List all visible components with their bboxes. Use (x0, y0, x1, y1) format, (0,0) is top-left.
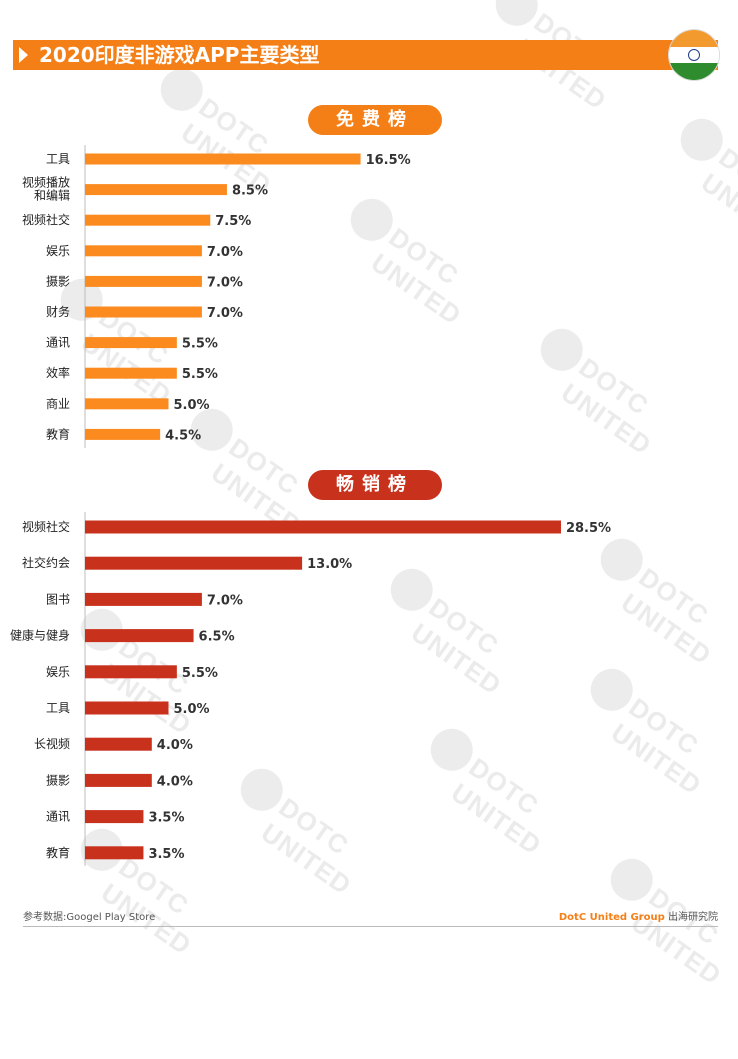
category-label: 图书 (46, 592, 70, 606)
bar-value-label: 7.0% (207, 593, 243, 608)
bar-value-label: 13.0% (307, 557, 352, 572)
page-title: 2020印度非游戏APP主要类型 (39, 43, 320, 67)
bar-charts: 16.5% 工具 8.5% 视频播放和编辑 7.5% 视频社交 7.0% 娱乐 7.0% 摄影 7.… (10, 145, 611, 866)
bar-value-label: 4.0% (157, 774, 193, 789)
brand-suffix: 出海研究院 (664, 912, 718, 923)
bar-value-label: 5.0% (174, 398, 210, 413)
bar-value-label: 7.5% (215, 214, 251, 229)
category-label-line: 和编辑 (34, 188, 70, 203)
bar-value-label: 3.5% (148, 811, 184, 826)
bar (85, 737, 152, 751)
category-label: 娱乐 (46, 244, 70, 258)
category-label: 财务 (46, 304, 70, 319)
bar-value-label: 28.5% (566, 521, 611, 536)
category-label: 通讯 (46, 810, 70, 824)
source-note: 参考数据:Googel Play Store (23, 912, 156, 923)
bar (85, 306, 202, 318)
bar-value-label: 3.5% (148, 847, 184, 862)
bar-value-label: 5.5% (182, 367, 218, 382)
bar (85, 773, 152, 787)
bar (85, 153, 361, 165)
bar-value-label: 8.5% (232, 184, 268, 199)
category-label: 效率 (46, 365, 70, 380)
bar-value-label: 7.0% (207, 275, 243, 290)
bar (85, 428, 161, 440)
bar (85, 275, 202, 287)
bar (85, 214, 211, 226)
bar (85, 592, 202, 606)
bar (85, 398, 169, 410)
category-label: 娱乐 (46, 665, 70, 679)
bar-value-label: 5.5% (182, 337, 218, 352)
bar (85, 665, 177, 679)
bar-value-label: 7.0% (207, 306, 243, 321)
bar (85, 846, 144, 860)
category-label: 教育 (46, 426, 70, 441)
category-label: 社交约会 (22, 555, 70, 570)
category-label: 工具 (46, 701, 70, 715)
bar-value-label: 5.5% (182, 666, 218, 681)
bar-value-label: 16.5% (366, 153, 411, 168)
brand-credit: DotC United Group 出海研究院 (559, 908, 718, 923)
bar-value-label: 7.0% (207, 245, 243, 260)
footer-divider (23, 926, 718, 927)
bar-value-label: 5.0% (174, 702, 210, 717)
category-label: 工具 (46, 152, 70, 166)
category-label: 视频社交 (22, 212, 70, 227)
bar (85, 810, 144, 824)
bar (85, 245, 202, 257)
title-banner: 2020印度非游戏APP主要类型 (13, 40, 718, 70)
category-label: 商业 (46, 396, 70, 411)
category-label: 长视频 (34, 736, 70, 751)
category-label: 教育 (46, 845, 70, 860)
category-label: 视频社交 (22, 519, 70, 534)
category-label: 视频播放和编辑 (22, 175, 70, 203)
free-chart-title: 免费榜 (308, 105, 442, 135)
category-label-line: 视频播放 (22, 175, 70, 190)
bar (85, 184, 227, 196)
grossing-chart-title: 畅销榜 (308, 470, 442, 500)
india-flag-icon (669, 30, 719, 80)
bar-value-label: 4.0% (157, 738, 193, 753)
bar (85, 629, 194, 643)
bar (85, 520, 561, 534)
bar (85, 367, 177, 379)
category-label: 摄影 (46, 772, 70, 787)
bar (85, 337, 177, 349)
brand-name: DotC United Group (558, 912, 665, 923)
category-label: 通讯 (46, 336, 70, 350)
category-label: 摄影 (46, 273, 70, 288)
category-label: 健康与健身 (10, 628, 70, 643)
bar (85, 701, 169, 715)
play-arrow-icon (19, 47, 28, 63)
bar-value-label: 4.5% (165, 428, 201, 443)
bar (85, 556, 303, 570)
bar-value-label: 6.5% (199, 630, 235, 645)
